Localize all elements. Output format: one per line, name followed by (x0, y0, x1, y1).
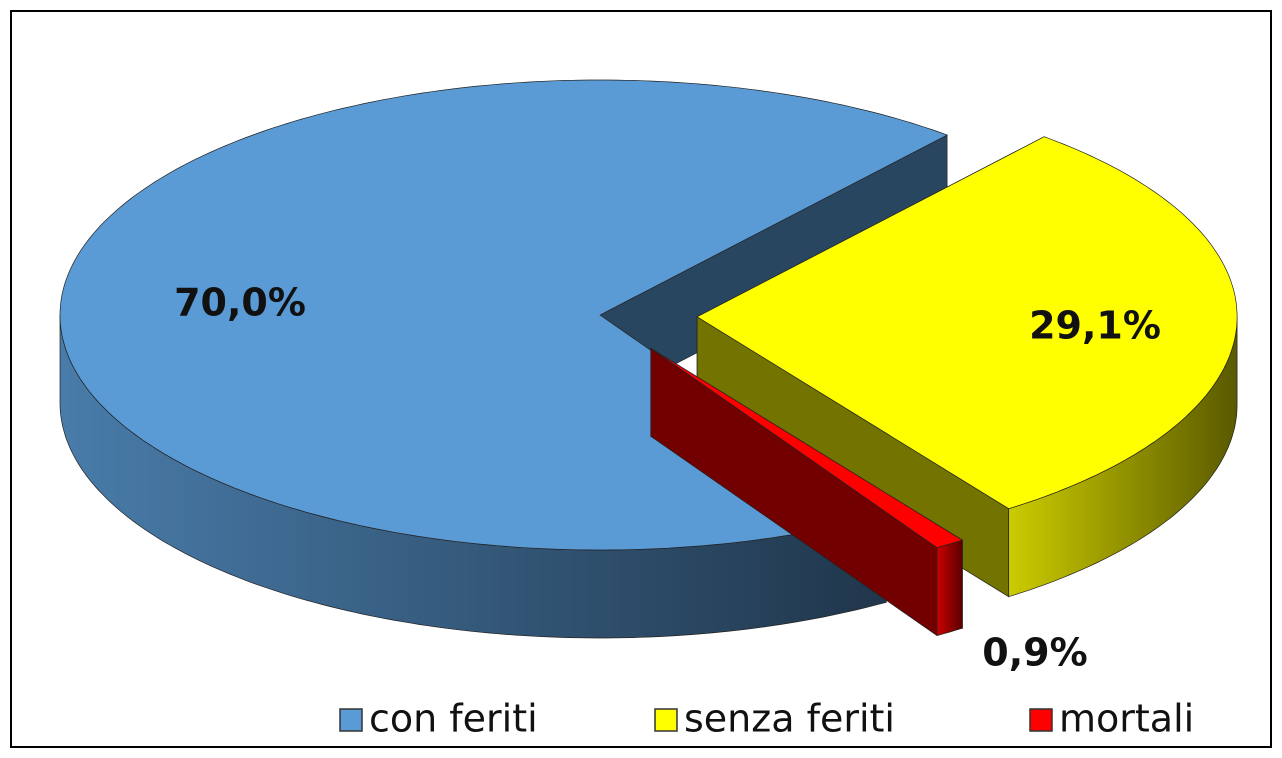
legend-label: mortali (1059, 697, 1194, 741)
data-label: 0,9% (982, 631, 1087, 675)
legend-swatch (339, 708, 363, 732)
legend-swatch (1029, 708, 1053, 732)
slice-side (936, 539, 963, 637)
legend-label: con feriti (369, 697, 538, 741)
slice-top (650, 348, 964, 548)
data-label: 29,1% (1029, 304, 1161, 348)
legend-label: senza feriti (684, 697, 895, 741)
data-label: 70,0% (174, 281, 306, 325)
slice-top (696, 136, 1238, 510)
legend-swatch (654, 708, 678, 732)
pie-slice (650, 347, 964, 637)
